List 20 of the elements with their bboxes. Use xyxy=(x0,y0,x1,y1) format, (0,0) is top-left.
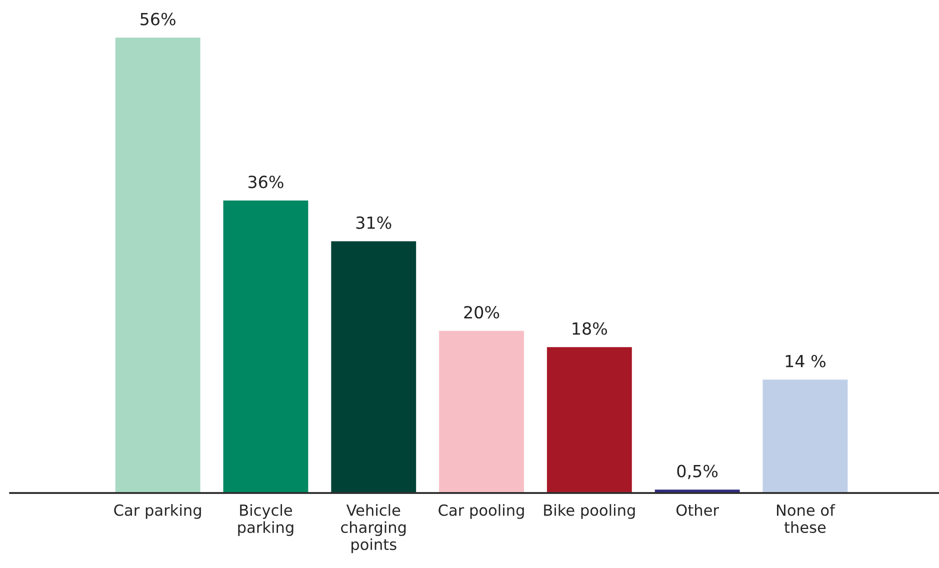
bar xyxy=(438,329,526,493)
bar xyxy=(546,346,634,493)
data-label: 0,5% xyxy=(677,464,718,480)
x-tick-label: Bike pooling xyxy=(544,504,635,519)
bar xyxy=(761,378,850,493)
data-label: 56% xyxy=(140,12,176,26)
bar xyxy=(114,36,202,493)
x-tick-label: None of these xyxy=(776,504,836,534)
data-label: 20% xyxy=(464,306,500,319)
data-label: 36% xyxy=(248,176,284,188)
bar xyxy=(222,199,310,493)
bar xyxy=(330,240,418,493)
x-tick-label: Vehicle charging points xyxy=(341,504,406,554)
data-label: 18% xyxy=(572,322,608,335)
x-tick-label: Car parking xyxy=(114,504,201,519)
data-label: 14 % xyxy=(786,354,826,368)
x-tick-label: Car pooling xyxy=(438,504,524,519)
x-tick-label: Bicycle parking xyxy=(238,504,294,536)
x-tick-label: Other xyxy=(676,504,719,516)
data-label: 31% xyxy=(356,216,392,229)
